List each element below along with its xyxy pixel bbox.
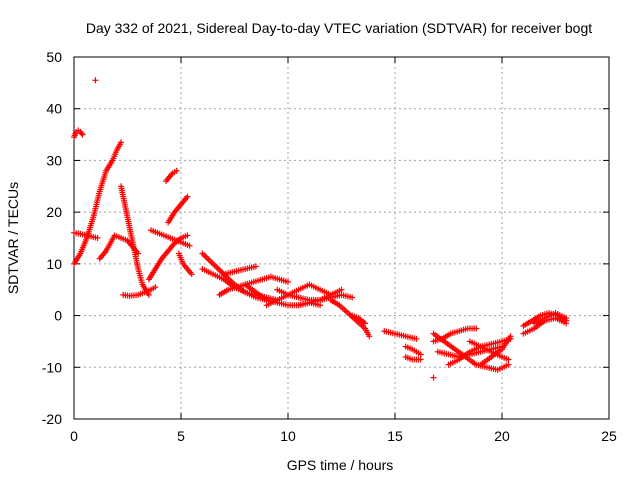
data-point <box>184 193 191 200</box>
data-point <box>78 130 85 137</box>
data-point <box>92 77 99 84</box>
series-t22 <box>381 328 420 342</box>
data-point <box>505 361 512 368</box>
series-t23 <box>402 343 424 358</box>
data-point <box>473 325 480 332</box>
y-tick-label: -20 <box>42 411 62 427</box>
data-point <box>417 351 424 358</box>
series-t2 <box>71 139 125 267</box>
series-t3 <box>71 229 101 241</box>
data-point <box>79 131 86 138</box>
data-point <box>430 374 437 381</box>
series-t5 <box>118 183 152 298</box>
series-t24 <box>402 353 424 363</box>
series-t20 <box>327 297 373 340</box>
series-t25 <box>430 374 437 381</box>
series-t34 <box>531 309 570 327</box>
y-tick-label: 40 <box>46 101 62 117</box>
y-tick-label: 10 <box>46 256 62 272</box>
x-tick-label: 20 <box>494 428 510 444</box>
series-t19 <box>295 286 345 309</box>
data-point <box>366 333 373 340</box>
x-axis-label: GPS time / hours <box>287 457 394 473</box>
data-points <box>71 77 570 381</box>
data-point <box>94 235 101 241</box>
series-t21 <box>349 312 369 327</box>
data-point <box>417 356 424 363</box>
grid <box>74 57 609 419</box>
series-t31 <box>477 333 514 368</box>
x-tick-label: 10 <box>280 428 296 444</box>
y-tick-label: 0 <box>54 308 62 324</box>
series-t1 <box>92 77 99 84</box>
data-point <box>505 356 512 363</box>
y-tick-label: 50 <box>46 49 62 65</box>
series-t7 <box>145 232 191 283</box>
series-t13 <box>199 266 281 304</box>
series-t0 <box>71 127 86 141</box>
series-t6 <box>120 284 159 299</box>
series-t4 <box>96 232 142 262</box>
y-axis-label: SDTVAR / TECUs <box>5 182 21 294</box>
x-tick-label: 5 <box>177 428 185 444</box>
data-point <box>188 271 195 278</box>
series-t9 <box>163 167 180 185</box>
data-point <box>184 232 191 239</box>
x-tick-label: 0 <box>70 428 78 444</box>
data-point <box>135 250 142 257</box>
data-point <box>349 294 356 301</box>
data-point <box>152 284 159 291</box>
chart-title: Day 332 of 2021, Sidereal Day-to-day VTE… <box>86 20 592 36</box>
data-point <box>118 139 125 146</box>
data-point <box>285 278 291 285</box>
y-tick-label: 20 <box>46 204 62 220</box>
x-tick-label: 25 <box>601 428 617 444</box>
data-point <box>252 263 259 270</box>
series-t8 <box>148 227 193 249</box>
series-t27 <box>430 330 512 373</box>
tick-labels: 0 5 10 15 20 25 -20 -10 0 10 20 30 40 50 <box>42 49 617 444</box>
data-point <box>362 320 369 327</box>
x-tick-label: 15 <box>387 428 403 444</box>
series-t15 <box>220 263 259 278</box>
data-point <box>317 302 324 309</box>
data-point <box>173 167 180 174</box>
data-point <box>413 335 420 342</box>
series-t11 <box>175 250 195 278</box>
series-t17 <box>263 281 334 309</box>
data-point <box>563 320 570 327</box>
series-t10 <box>165 193 191 226</box>
y-tick-label: -10 <box>42 359 62 375</box>
data-point <box>186 242 193 249</box>
series-t14 <box>216 273 291 298</box>
data-point <box>338 286 345 293</box>
plot-frame <box>73 56 610 420</box>
y-tick-label: 30 <box>46 152 62 168</box>
data-point <box>563 315 570 322</box>
data-point <box>507 333 514 340</box>
